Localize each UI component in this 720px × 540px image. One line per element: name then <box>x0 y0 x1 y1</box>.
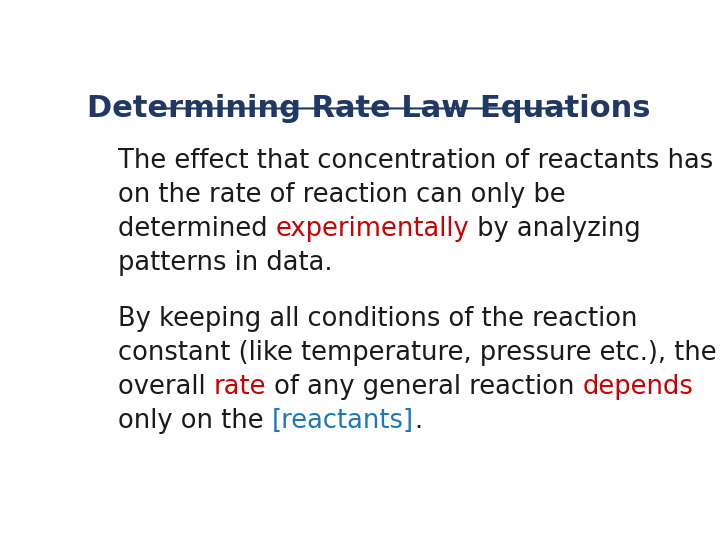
Text: rate: rate <box>214 374 266 400</box>
Text: constant (like temperature, pressure etc.), the: constant (like temperature, pressure etc… <box>118 340 716 366</box>
Text: patterns in data.: patterns in data. <box>118 250 333 276</box>
Text: overall: overall <box>118 374 214 400</box>
Text: The effect that concentration of reactants has: The effect that concentration of reactan… <box>118 148 713 174</box>
Text: determined: determined <box>118 216 276 242</box>
Text: By keeping all conditions of the reaction: By keeping all conditions of the reactio… <box>118 306 637 332</box>
Text: depends: depends <box>582 374 693 400</box>
Text: by analyzing: by analyzing <box>469 216 641 242</box>
Text: of any general reaction: of any general reaction <box>266 374 582 400</box>
Text: .: . <box>414 408 422 434</box>
Text: [reactants]: [reactants] <box>271 408 414 434</box>
Text: on the rate of reaction can only be: on the rate of reaction can only be <box>118 182 565 208</box>
Text: Determining Rate Law Equations: Determining Rate Law Equations <box>87 94 651 123</box>
Text: only on the: only on the <box>118 408 271 434</box>
Text: experimentally: experimentally <box>276 216 469 242</box>
